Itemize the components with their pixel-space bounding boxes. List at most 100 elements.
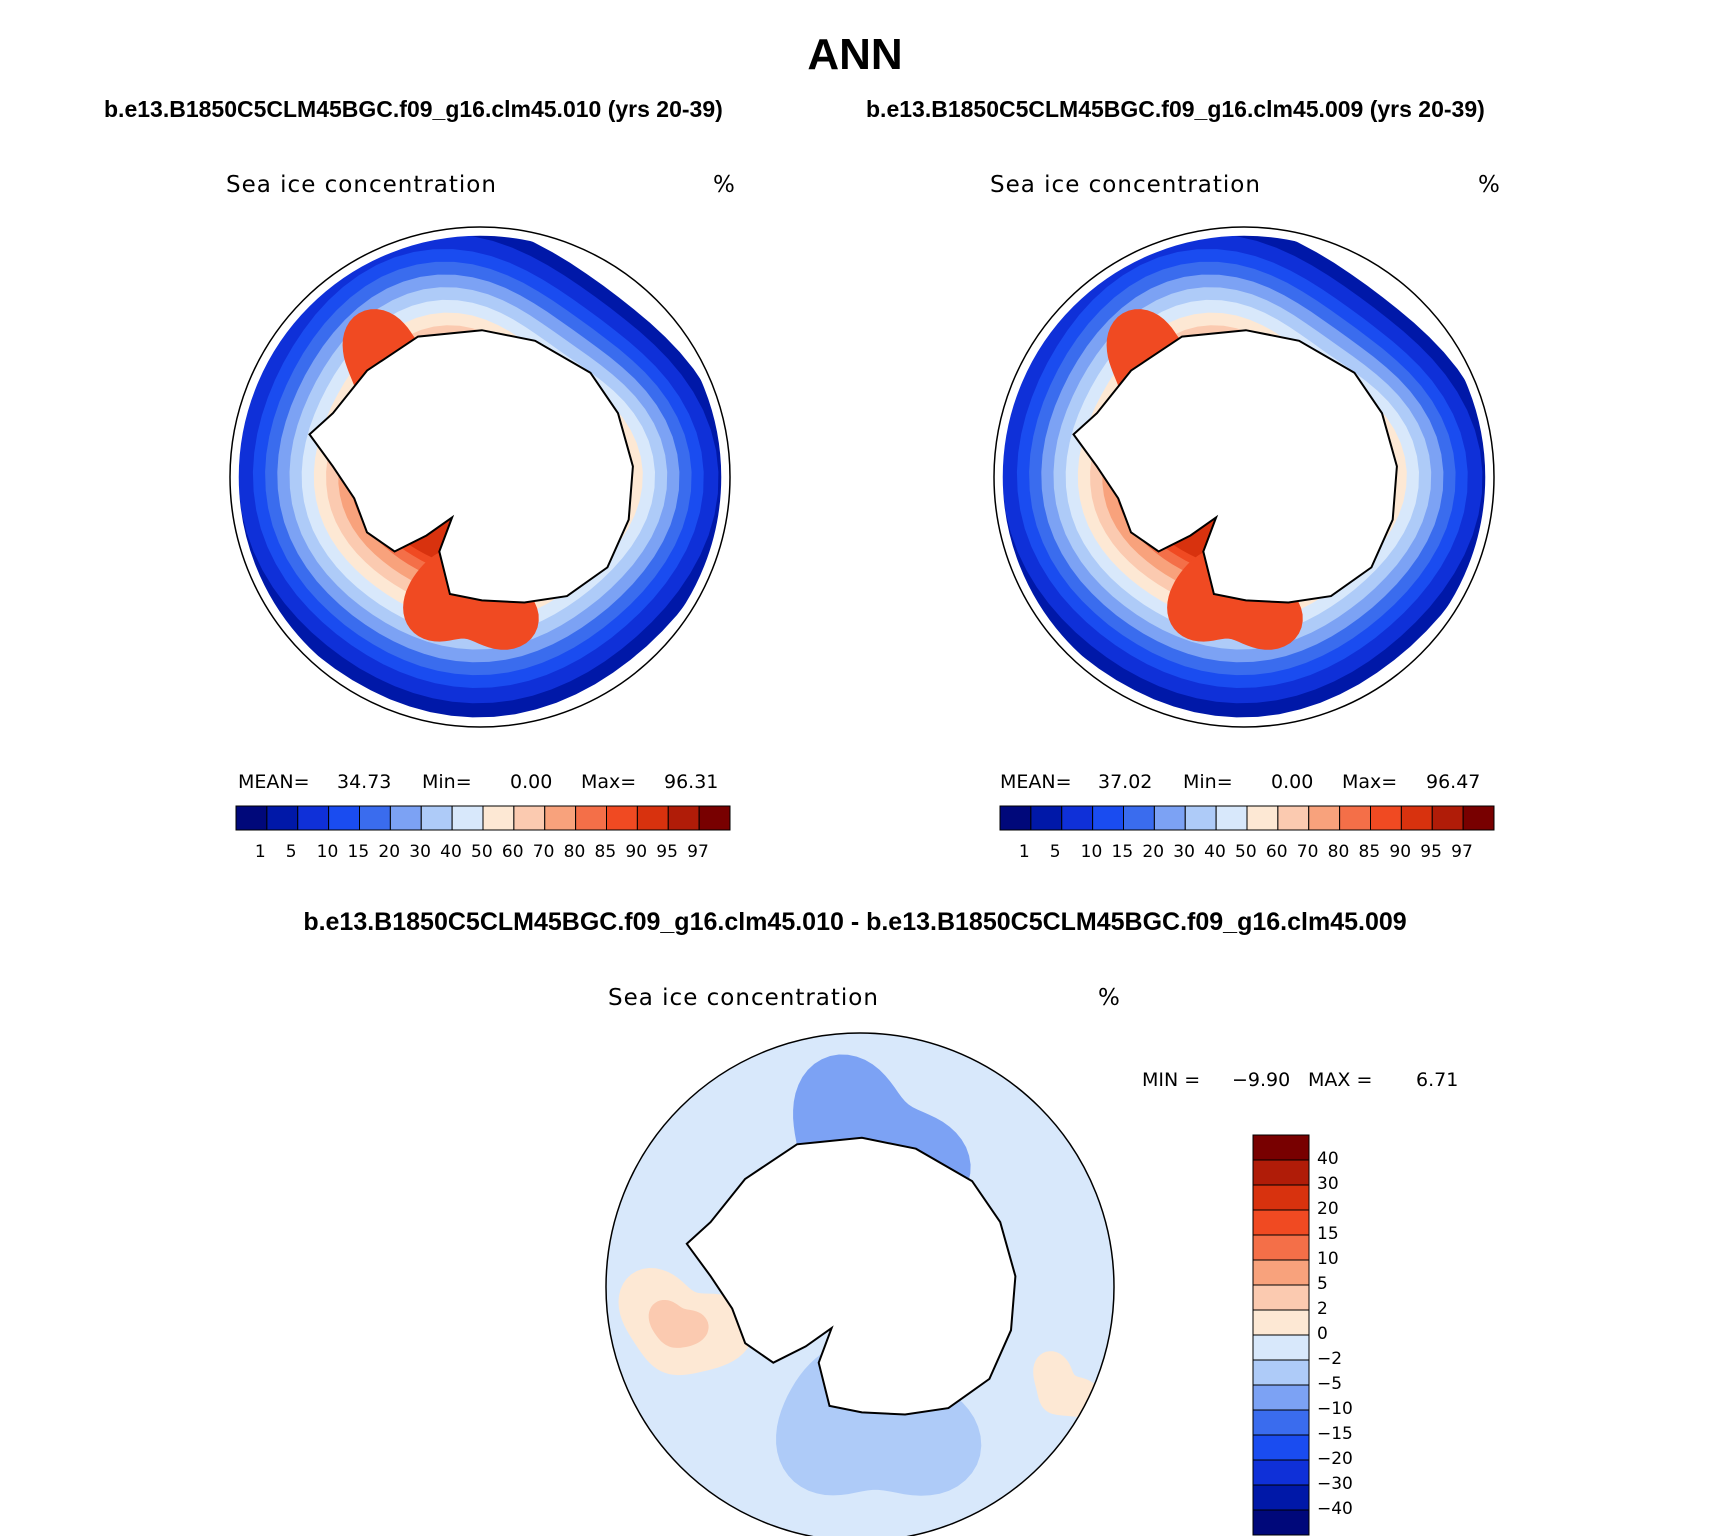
colorbar-tick-label: 15 [1317,1224,1339,1244]
colorbar-box [1252,1184,1310,1211]
colorbar-box [1252,1159,1310,1186]
colorbar-tick-label: 30 [1173,842,1195,862]
diff-max-label: MAX = [1308,1069,1373,1091]
page-title: ANN [807,30,903,79]
colorbar-tick-label: −20 [1317,1449,1353,1469]
colorbar-box [1400,805,1433,831]
colorbar-box [1215,805,1248,831]
colorbar-tick-label: 30 [409,842,431,862]
colorbar-tick-label: 20 [378,842,401,862]
colorbar-tick-label: 90 [625,842,648,862]
colorbar-box [606,805,638,831]
open-ocean-ring [230,227,730,727]
colorbar-box [328,805,360,831]
diff-patch-pos [1033,1351,1102,1417]
right-case-title: b.e13.B1850C5CLM45BGC.f09_g16.clm45.009 … [866,96,1485,122]
polar-map-2 [606,1033,1114,1536]
colorbar-tick-label: 40 [440,842,462,862]
diff-units: % [1098,985,1121,1011]
colorbar-tick-label: 40 [1204,842,1226,862]
colorbar-tick-label: −10 [1317,1399,1353,1419]
diff-patch-pos [648,1300,709,1348]
diff-min-value: −9.90 [1232,1069,1291,1091]
colorbar-tick-label: −15 [1317,1424,1353,1444]
right-max-value: 96.47 [1426,771,1481,793]
colorbar-box [235,805,268,831]
colorbar-tick-label: −5 [1317,1374,1343,1394]
colorbar-tick-label: 90 [1389,842,1412,862]
colorbar-box [1252,1334,1310,1361]
colorbar-box [1277,805,1310,831]
diff-var-label: Sea ice concentration [608,985,879,1011]
colorbar-tick-label: 15 [347,842,370,862]
colorbar-box [1252,1509,1310,1536]
colorbar-box [1308,805,1341,831]
left-mean-value: 34.73 [337,771,392,793]
colorbar-tick-label: 10 [1317,1249,1339,1269]
colorbar-tick-label: 50 [471,842,493,862]
colorbar-box [636,805,669,831]
diff-min-label: MIN = [1142,1069,1201,1091]
colorbar-tick-label: 60 [501,842,524,862]
colorbar-tick-label: −30 [1317,1474,1353,1494]
colorbar-tick-label: 70 [1296,842,1319,862]
colorbar-box [1153,805,1186,831]
colorbar-tick-label: −2 [1317,1349,1343,1369]
colorbar-box [1246,805,1279,831]
colorbar-tick-label: 40 [1317,1149,1339,1169]
colorbar-box [1252,1284,1310,1311]
colorbar-box [698,805,731,831]
left-mean-label: MEAN= [238,771,310,793]
colorbar-box [999,805,1032,831]
colorbar-box [482,805,515,831]
colorbar-box [1339,805,1371,831]
left-var-label: Sea ice concentration [226,172,497,198]
colorbar-box [1123,805,1155,831]
colorbar-box [1061,805,1094,831]
colorbar-box [1252,1259,1310,1286]
colorbar-box [1252,1484,1310,1511]
colorbar-tick-label: 95 [656,842,678,862]
right-min-value: 0.00 [1271,771,1314,793]
colorbar-tick-label: 50 [1235,842,1257,862]
colorbar-box [1252,1409,1310,1436]
map-border [229,226,731,728]
colorbar-box [575,805,607,831]
polar-map-0 [230,227,730,727]
colorbar-box [420,805,453,831]
colorbar-box [667,805,700,831]
colorbar-tick-label: 20 [1142,842,1165,862]
colorbar-box [1252,1459,1310,1486]
right-units: % [1478,172,1501,198]
colorbar-tick-label: 2 [1317,1299,1328,1319]
right-var-label: Sea ice concentration [990,172,1261,198]
colorbar-box [1184,805,1217,831]
map-border [993,226,1495,728]
right-mean-label: MEAN= [1000,771,1072,793]
colorbar-tick-label: 5 [1049,842,1061,862]
colorbar-tick-label: 5 [285,842,297,862]
left-units: % [713,172,736,198]
colorbar-box [1431,805,1464,831]
antarctica-coastline [1072,329,1398,604]
colorbar-tick-label: 80 [1327,842,1350,862]
polar-map-1 [994,227,1494,727]
right-mean-value: 37.02 [1098,771,1153,793]
colorbar-tick-label: 85 [594,842,617,862]
colorbar-box [451,805,484,831]
colorbar-box [1370,805,1402,831]
colorbar-box [1252,1359,1310,1386]
colorbar-box [1252,1309,1310,1336]
colorbar-box [359,805,391,831]
right-max-label: Max= [1342,771,1398,793]
left-max-label: Max= [581,771,637,793]
colorbar-tick-label: 97 [687,842,709,862]
colorbar-box [1030,805,1063,831]
colorbar-box [1252,1384,1310,1411]
colorbar-box [1462,805,1495,831]
colorbar-tick-label: 10 [1080,842,1103,862]
colorbar-tick-label: 1 [254,842,266,862]
diff-max-value: 6.71 [1416,1069,1459,1091]
colorbar-tick-label: 97 [1451,842,1473,862]
